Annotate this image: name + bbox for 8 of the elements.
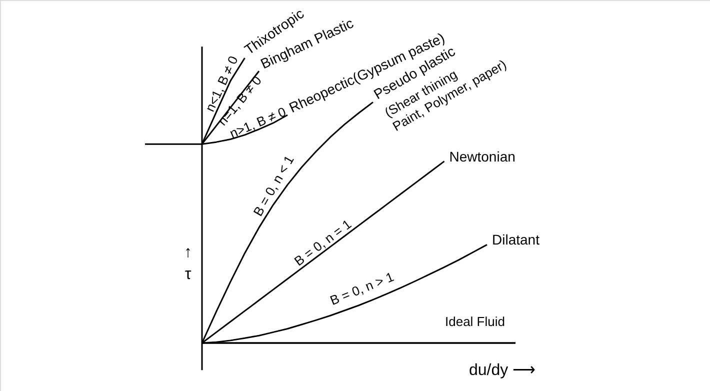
annotation: Ideal Fluid (445, 314, 505, 329)
y-axis-title: ↑ τ (184, 244, 192, 283)
annotation: B = 0, n > 1 (328, 268, 396, 308)
annotation: B = 0, n = 1 (291, 216, 354, 269)
series-label: Newtonian (449, 148, 516, 164)
x-axis-title: du/dy ⟶ (469, 362, 536, 379)
annotation: B = 0, n < 1 (250, 152, 297, 219)
series-label: Dilatant (492, 232, 540, 248)
